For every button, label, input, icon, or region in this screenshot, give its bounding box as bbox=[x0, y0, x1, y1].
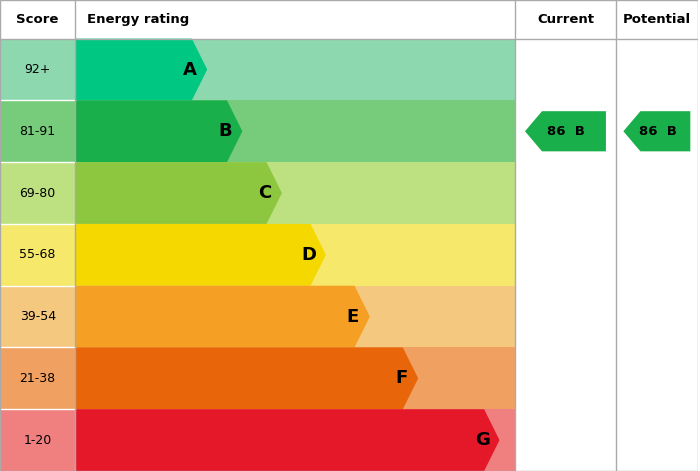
Text: Score: Score bbox=[17, 13, 59, 26]
Polygon shape bbox=[76, 224, 326, 286]
Text: 86  B: 86 B bbox=[639, 125, 677, 138]
Polygon shape bbox=[76, 286, 370, 348]
Polygon shape bbox=[76, 39, 207, 100]
Text: F: F bbox=[395, 369, 407, 387]
Text: 55-68: 55-68 bbox=[20, 248, 56, 261]
Polygon shape bbox=[624, 111, 690, 151]
Bar bbox=[76, 100, 515, 162]
Text: A: A bbox=[183, 60, 197, 79]
Text: Energy rating: Energy rating bbox=[88, 13, 190, 26]
Bar bbox=[0, 286, 76, 348]
Polygon shape bbox=[76, 348, 418, 409]
Text: 69-80: 69-80 bbox=[20, 187, 56, 200]
Polygon shape bbox=[76, 409, 500, 471]
Bar bbox=[0, 162, 76, 224]
Text: B: B bbox=[218, 122, 232, 140]
Text: Current: Current bbox=[537, 13, 594, 26]
Bar bbox=[0, 224, 76, 286]
Text: 92+: 92+ bbox=[25, 63, 51, 76]
Text: 39-54: 39-54 bbox=[20, 310, 56, 323]
Polygon shape bbox=[525, 111, 606, 151]
Polygon shape bbox=[76, 100, 242, 162]
Text: Potential: Potential bbox=[623, 13, 691, 26]
Bar bbox=[0, 39, 76, 100]
Text: C: C bbox=[258, 184, 272, 202]
Text: 1-20: 1-20 bbox=[24, 434, 52, 447]
Bar bbox=[0, 348, 76, 409]
Bar bbox=[76, 348, 515, 409]
Bar bbox=[76, 224, 515, 286]
Bar bbox=[0, 409, 76, 471]
Text: 86  B: 86 B bbox=[547, 125, 585, 138]
Text: D: D bbox=[302, 246, 316, 264]
Bar bbox=[76, 409, 515, 471]
Text: G: G bbox=[475, 431, 490, 449]
Bar bbox=[76, 286, 515, 348]
Text: 81-91: 81-91 bbox=[20, 125, 56, 138]
Text: E: E bbox=[346, 308, 359, 325]
Text: 21-38: 21-38 bbox=[20, 372, 56, 385]
Polygon shape bbox=[76, 162, 282, 224]
Bar bbox=[76, 39, 515, 100]
Bar bbox=[76, 162, 515, 224]
Bar bbox=[0, 100, 76, 162]
